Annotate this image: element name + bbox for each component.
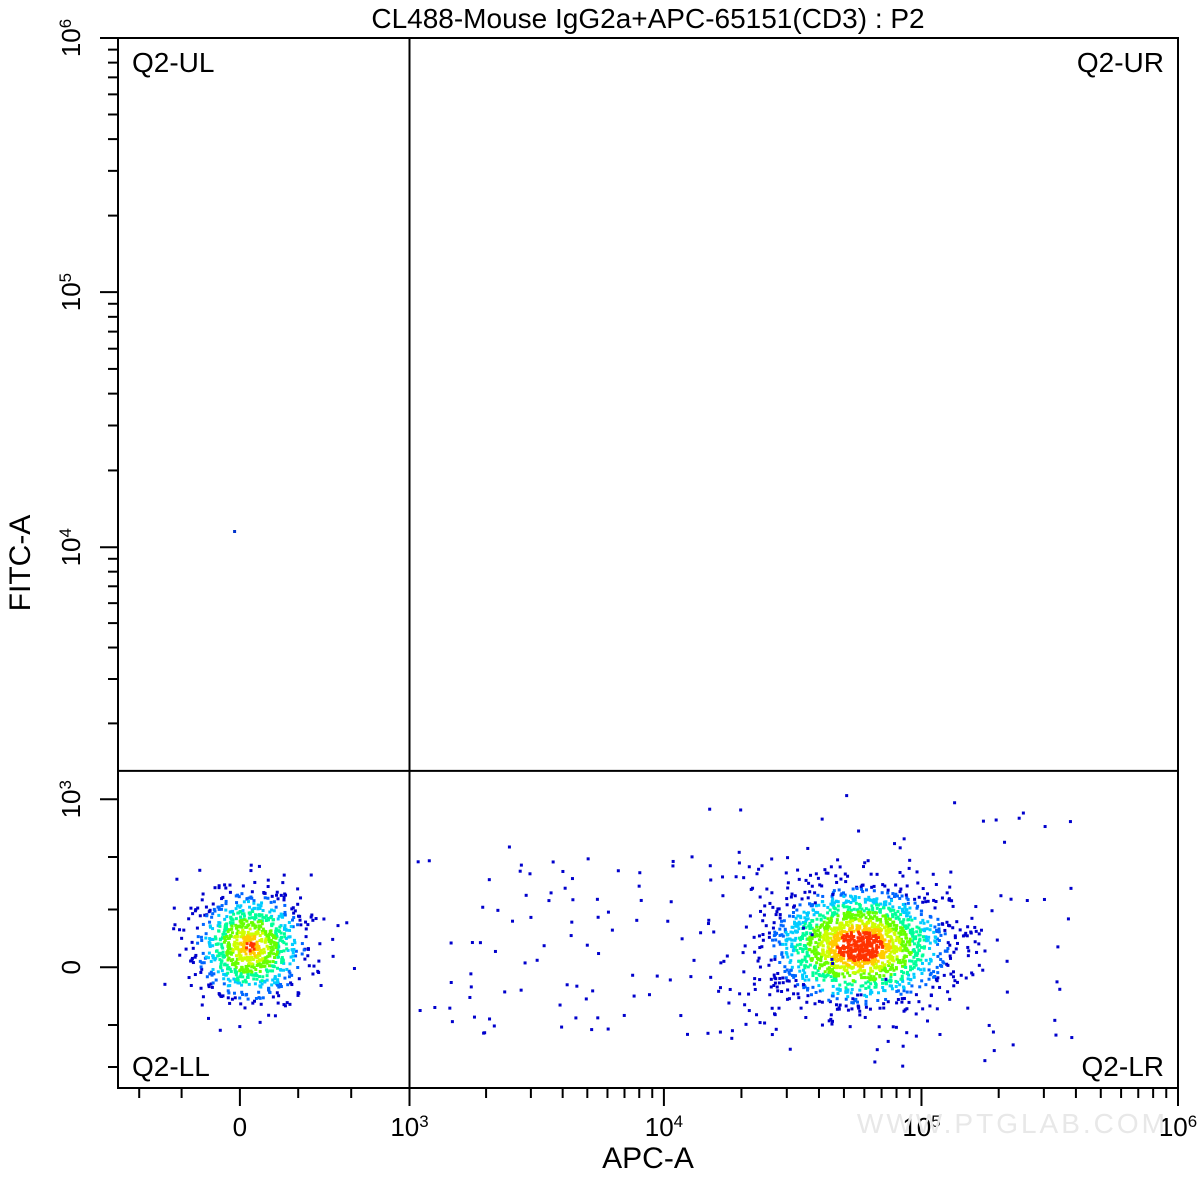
y-tick-label: 0 [56, 960, 86, 974]
quadrant-label-ll: Q2-LL [132, 1051, 210, 1082]
x-tick-label: 103 [390, 1112, 428, 1143]
flow-cytometry-plot: 01031041051060103104105106APC-AFITC-ACL4… [0, 0, 1203, 1196]
x-tick-label: 0 [233, 1112, 247, 1142]
y-tick-label: 106 [56, 19, 87, 57]
y-tick-label: 105 [56, 273, 87, 311]
chart-container: 01031041051060103104105106APC-AFITC-ACL4… [0, 0, 1203, 1196]
x-axis-label: APC-A [602, 1142, 694, 1175]
y-tick-label: 104 [56, 528, 87, 566]
chart-title: CL488-Mouse IgG2a+APC-65151(CD3) : P2 [371, 3, 924, 34]
quadrant-label-ur: Q2-UR [1077, 47, 1164, 78]
quadrant-label-lr: Q2-LR [1082, 1051, 1164, 1082]
x-tick-label: 104 [645, 1112, 683, 1143]
y-axis-label: FITC-A [4, 515, 37, 612]
y-tick-label: 103 [56, 780, 87, 818]
quadrant-label-ul: Q2-UL [132, 47, 214, 78]
watermark: WWW.PTGLAB.COM [857, 1108, 1168, 1139]
